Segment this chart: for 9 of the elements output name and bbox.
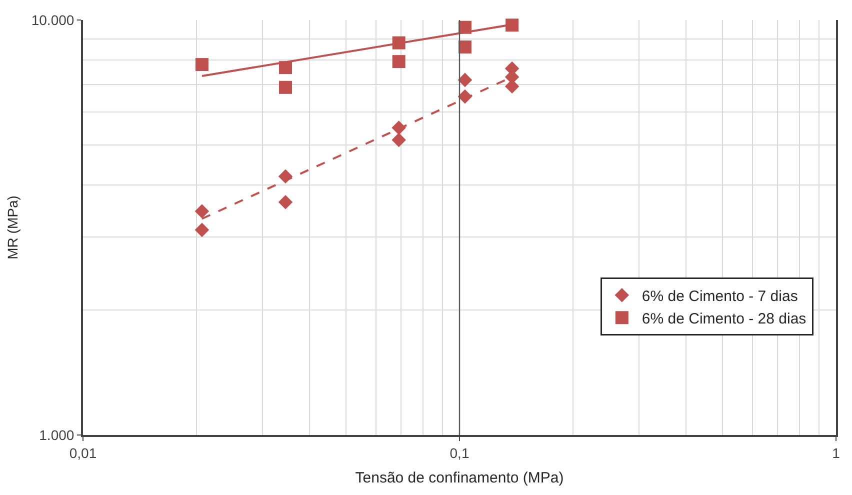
legend-label: 6% de Cimento - 7 dias	[642, 288, 798, 305]
x-axis-title: Tensão de confinamento (MPa)	[355, 469, 564, 486]
x-tick-label: 0,1	[450, 444, 470, 461]
x-tick-label: 1	[832, 444, 840, 461]
y-tick-label: 10.000	[31, 12, 74, 28]
legend-label: 6% de Cimento - 28 dias	[642, 310, 806, 328]
y-tick-label: 1.000	[39, 426, 74, 443]
x-tick-label: 0,01	[69, 444, 97, 461]
y-axis-title: MR (MPa)	[4, 196, 20, 260]
